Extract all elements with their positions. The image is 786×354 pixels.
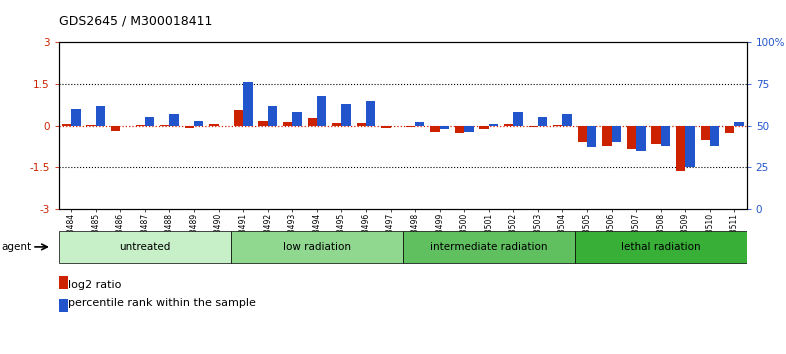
FancyBboxPatch shape <box>231 231 402 263</box>
Bar <box>676 126 685 171</box>
Bar <box>636 126 645 151</box>
Bar <box>479 126 489 129</box>
Bar <box>725 126 734 133</box>
Bar <box>578 126 587 142</box>
Bar <box>661 126 670 145</box>
Text: untreated: untreated <box>119 242 171 252</box>
Bar <box>553 125 563 126</box>
Bar <box>292 112 302 126</box>
Bar <box>710 126 719 145</box>
Bar <box>366 101 375 126</box>
Text: log2 ratio: log2 ratio <box>68 280 122 290</box>
FancyBboxPatch shape <box>402 231 575 263</box>
Bar <box>233 110 243 126</box>
Bar <box>415 122 424 126</box>
Bar <box>341 104 351 126</box>
Bar <box>431 126 439 132</box>
Bar <box>685 126 695 167</box>
Bar <box>194 121 204 126</box>
Bar <box>700 126 710 139</box>
Bar <box>185 126 194 127</box>
Bar <box>59 276 68 289</box>
Bar <box>111 126 120 131</box>
Text: intermediate radiation: intermediate radiation <box>430 242 548 252</box>
Bar <box>145 118 154 126</box>
Bar <box>455 126 465 133</box>
Bar <box>513 112 523 126</box>
Bar <box>406 126 415 127</box>
Bar <box>489 124 498 126</box>
Bar <box>504 124 513 126</box>
Text: low radiation: low radiation <box>283 242 351 252</box>
Bar <box>381 126 391 127</box>
Bar <box>332 123 341 126</box>
Bar <box>317 96 326 126</box>
Bar <box>563 114 571 126</box>
Bar <box>439 126 449 129</box>
Bar <box>259 121 268 126</box>
Bar <box>268 106 277 126</box>
Bar <box>86 125 96 126</box>
Bar <box>538 118 547 126</box>
Bar <box>170 114 178 126</box>
Bar <box>283 122 292 126</box>
Text: lethal radiation: lethal radiation <box>621 242 700 252</box>
Bar <box>465 126 473 132</box>
Bar <box>612 126 621 142</box>
FancyBboxPatch shape <box>575 231 747 263</box>
Bar <box>160 125 170 126</box>
Bar <box>652 126 661 144</box>
Bar <box>59 299 68 312</box>
Bar <box>135 125 145 126</box>
Bar <box>62 124 72 126</box>
Bar <box>243 82 252 126</box>
Bar <box>626 126 636 149</box>
Bar <box>72 109 80 126</box>
Text: GDS2645 / M300018411: GDS2645 / M300018411 <box>59 14 212 27</box>
Bar <box>587 126 597 147</box>
Text: agent: agent <box>2 242 31 252</box>
Text: percentile rank within the sample: percentile rank within the sample <box>68 298 256 308</box>
FancyBboxPatch shape <box>59 231 231 263</box>
Bar <box>357 123 366 126</box>
Bar <box>209 124 219 126</box>
Bar <box>734 122 744 126</box>
Bar <box>307 118 317 126</box>
Bar <box>602 126 612 147</box>
Bar <box>96 106 105 126</box>
